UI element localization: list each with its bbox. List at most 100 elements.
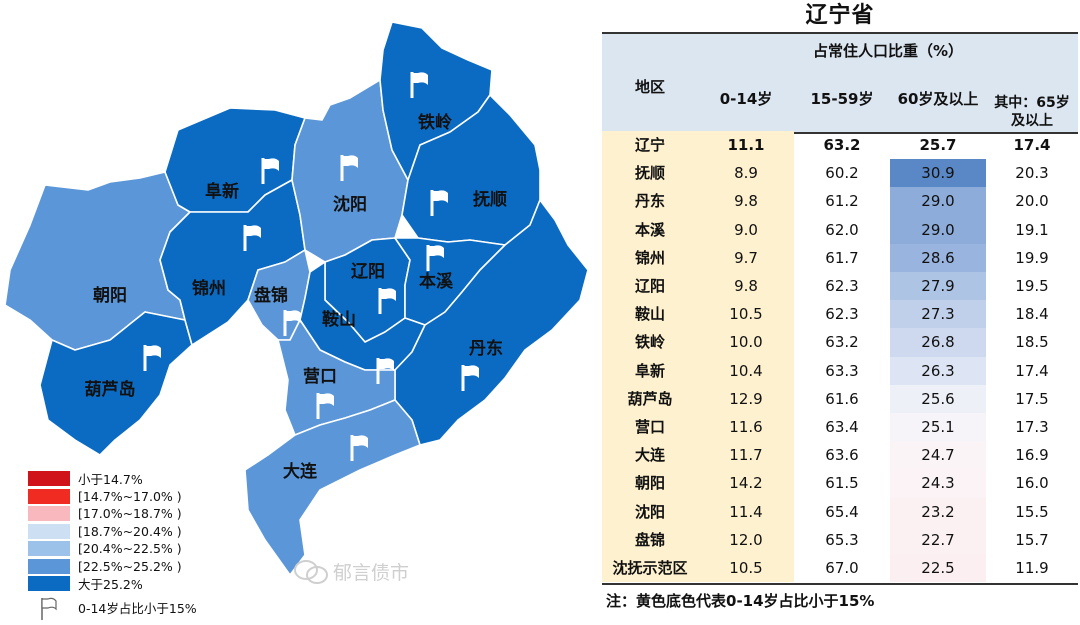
legend-swatch	[28, 523, 70, 539]
cell-child: 10.4	[729, 361, 763, 380]
region-label-liaoyang: 辽阳	[351, 262, 385, 282]
cell-work: 65.3	[825, 530, 859, 549]
cell-old: 25.6	[890, 384, 986, 413]
cell-child: 11.6	[729, 418, 763, 436]
region-label-panjin: 盘锦	[254, 285, 288, 306]
legend-swatch	[28, 558, 70, 574]
cell-old65: 17.4	[1013, 136, 1051, 154]
region-label-huludao: 葫芦岛	[85, 379, 136, 400]
table-row: 锦州 9.7 61.7 28.6 19.9	[602, 243, 1078, 272]
cell-region: 本溪	[634, 220, 665, 239]
header-group-label: 占常住人口比重（%）	[812, 42, 964, 60]
table-row: 大连 11.7 63.6 24.7 16.9	[602, 441, 1078, 470]
table-row: 鞍山 10.5 62.3 27.3 18.4	[602, 300, 1078, 329]
wechat-icon	[294, 559, 328, 584]
flag-icon	[28, 597, 70, 620]
cell-old65: 16.0	[1015, 474, 1049, 493]
cell-old65: 20.3	[1015, 164, 1049, 183]
child-column-highlight	[602, 131, 794, 583]
cell-old: 24.7	[890, 441, 986, 470]
cell-child: 8.9	[734, 164, 758, 183]
cell-work: 63.3	[825, 361, 859, 380]
cell-work: 62.3	[825, 305, 859, 324]
legend-label: 小于14.7%	[78, 472, 143, 488]
cell-old: 26.3	[890, 356, 986, 385]
cell-old: 27.3	[890, 300, 986, 329]
cell-child: 10.5	[729, 305, 763, 324]
cell-child: 9.8	[734, 277, 758, 295]
cell-old: 25.1	[890, 413, 986, 442]
cell-work: 62.0	[825, 220, 859, 239]
cell-child: 11.4	[729, 502, 763, 521]
cell-region: 铁岭	[634, 333, 665, 352]
cell-region: 辽阳	[634, 277, 665, 295]
table-row: 阜新 10.4 63.3 26.3 17.4	[602, 356, 1078, 385]
col-header-old: 60岁及以上	[897, 90, 979, 108]
legend-flag-label: 0-14岁占比小于15%	[78, 601, 197, 616]
cell-work: 63.2	[825, 333, 859, 352]
table-row: 营口 11.6 63.4 25.1 17.3	[602, 413, 1078, 442]
cell-region: 葫芦岛	[627, 389, 673, 408]
legend-item: [20.4%~22.5% )	[28, 540, 248, 558]
cell-region: 阜新	[634, 361, 665, 380]
legend-label: [17.0%~18.7% )	[78, 506, 182, 522]
region-dandong[interactable]	[394, 199, 589, 446]
table-row: 抚顺 8.9 60.2 30.9 20.3	[602, 159, 1078, 188]
cell-old65: 15.5	[1015, 502, 1049, 521]
cell-region: 鞍山	[634, 305, 665, 324]
cell-child: 11.1	[727, 136, 765, 154]
cell-old65: 20.0	[1015, 192, 1049, 211]
cell-old: 24.3	[890, 469, 986, 498]
cell-old: 29.0	[890, 187, 986, 216]
region-label-anshan: 鞍山	[322, 309, 356, 330]
table-row: 辽阳 9.8 62.3 27.9 19.5	[602, 272, 1078, 301]
cell-old65: 18.4	[1015, 305, 1049, 324]
cell-old65: 18.5	[1015, 333, 1049, 352]
cell-old65: 16.9	[1015, 446, 1049, 465]
legend: 小于14.7% [14.7%~17.0% ) [17.0%~18.7% ) [18.7…	[28, 470, 248, 620]
region-label-dandong: 丹东	[469, 338, 503, 359]
legend-item: [18.7%~20.4% )	[28, 523, 248, 541]
legend-label: [20.4%~22.5% )	[78, 541, 182, 557]
cell-old: 27.9	[890, 272, 986, 301]
legend-label: 大于25.2%	[78, 577, 143, 593]
cell-region: 营口	[634, 418, 665, 436]
cell-region: 沈阳	[634, 502, 665, 521]
cell-region: 辽宁	[634, 136, 665, 154]
footnote: 注：黄色底色代表0-14岁占比小于15%	[606, 592, 875, 610]
legend-label: [22.5%~25.2% )	[78, 558, 182, 574]
cell-region: 抚顺	[634, 164, 665, 183]
cell-old: 30.9	[890, 159, 986, 188]
cell-child: 10.0	[729, 333, 763, 352]
cell-old: 25.7	[919, 136, 957, 154]
cell-region: 丹东	[634, 192, 665, 211]
region-dalian[interactable]	[244, 399, 421, 576]
cell-work: 62.3	[825, 277, 859, 295]
cell-region: 朝阳	[634, 474, 665, 493]
table-panel: 辽宁省 占常住人口比重（%） 地区 0-14岁 15-59岁 60岁及以上 其中…	[600, 0, 1080, 625]
legend-swatch	[28, 576, 70, 592]
legend-item: 大于25.2%	[28, 575, 248, 593]
cell-work: 61.2	[825, 192, 859, 211]
region-label-shenyang: 沈阳	[333, 194, 367, 215]
cell-work: 63.6	[825, 446, 859, 465]
cell-old65: 17.3	[1015, 418, 1049, 436]
region-label-tieling: 铁岭	[418, 112, 452, 133]
map-panel: 铁岭 阜新 沈阳 抚顺 朝阳 锦州 辽阳 本溪 盘锦 鞍山 丹东 葫芦岛 营口 大连 小于14.7% [14…	[4, 21, 589, 620]
legend-flag-row: 0-14岁占比小于15%	[28, 596, 248, 620]
region-label-jinzhou: 锦州	[192, 278, 226, 299]
region-label-yingkou: 营口	[303, 366, 337, 387]
region-shenyang[interactable]	[291, 79, 409, 263]
col-header-old65-line2: 及以上	[1011, 113, 1053, 129]
cell-work: 61.6	[825, 389, 859, 408]
cell-region: 大连	[634, 446, 665, 465]
table-title: 辽宁省	[805, 3, 875, 28]
col-header-work: 15-59岁	[810, 90, 874, 108]
table-row: 葫芦岛 12.9 61.6 25.6 17.5	[602, 384, 1078, 413]
region-label-dalian: 大连	[283, 461, 318, 482]
cell-old: 26.8	[890, 328, 986, 357]
region-label-fushun: 抚顺	[473, 189, 507, 210]
cell-old65: 15.7	[1015, 530, 1049, 549]
legend-label: [18.7%~20.4% )	[78, 523, 182, 539]
cell-work: 61.7	[825, 248, 859, 267]
